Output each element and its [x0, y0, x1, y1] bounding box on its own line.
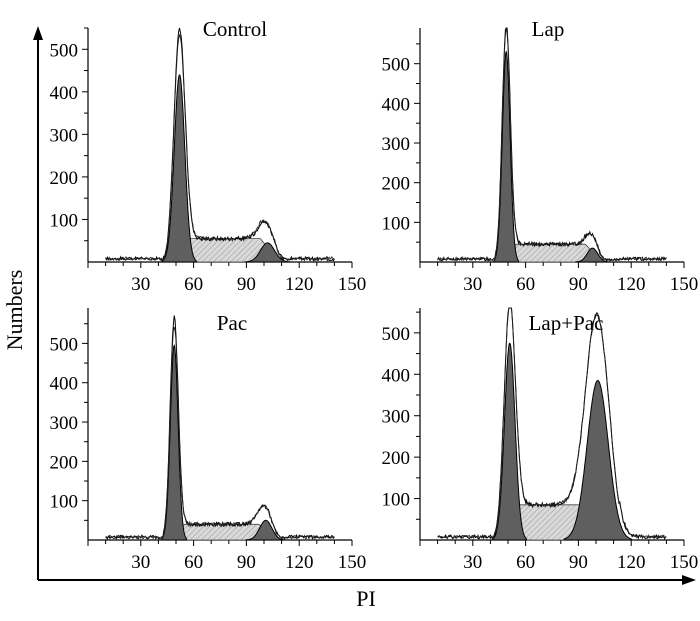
y-tick-label: 300: [50, 125, 79, 146]
fit-trace: [437, 28, 667, 262]
g2-peak-area: [244, 242, 292, 263]
y-tick-label: 500: [50, 40, 79, 61]
y-tick-label: 400: [50, 374, 79, 395]
y-tick-label: 200: [382, 448, 411, 469]
y-tick-label: 300: [382, 407, 411, 428]
x-tick-label: 60: [184, 274, 203, 295]
x-tick-label: 120: [285, 552, 314, 573]
histogram-panels: 30 60 90 120 150 100 200 300 400 500 Control 30 60 90…: [50, 17, 699, 573]
g1-peak-area: [492, 342, 528, 541]
panel-title: Lap: [532, 17, 565, 41]
raw-data-trace: [105, 315, 335, 541]
x-tick-label: 60: [184, 552, 203, 573]
y-tick-label: 100: [50, 210, 79, 231]
y-tick-label: 400: [382, 365, 411, 386]
global-x-axis-title: PI: [356, 586, 376, 611]
y-tick-label: 100: [382, 490, 411, 511]
x-tick-label: 30: [131, 552, 150, 573]
y-tick-label: 500: [50, 334, 79, 355]
x-tick-label: 90: [569, 552, 588, 573]
y-tick-label: 300: [382, 134, 411, 155]
global-axes: Numbers PI: [2, 26, 696, 611]
x-tick-label: 150: [670, 274, 699, 295]
y-tick-label: 100: [382, 213, 411, 234]
x-tick-label: 120: [617, 274, 646, 295]
x-tick-label: 120: [617, 552, 646, 573]
g2-peak-area: [563, 379, 633, 541]
g2-peak-area: [245, 519, 286, 541]
panel-title: Pac: [217, 311, 247, 335]
y-tick-label: 200: [382, 174, 411, 195]
panel-title: Control: [203, 17, 267, 41]
y-tick-label: 100: [50, 492, 79, 513]
x-tick-label: 150: [338, 274, 367, 295]
x-tick-label: 90: [237, 552, 256, 573]
g2-peak-area: [575, 247, 610, 263]
x-tick-label: 90: [569, 274, 588, 295]
g1-peak-area: [493, 50, 520, 263]
y-tick-label: 400: [382, 94, 411, 115]
histogram-panel-2: 30 60 90 120 150 100 200 300 400 500 Lap: [382, 17, 699, 295]
x-tick-label: 30: [131, 274, 150, 295]
g1-peak-area: [162, 74, 198, 263]
raw-data-trace: [105, 27, 335, 262]
raw-data-trace: [437, 27, 667, 262]
y-tick-label: 200: [50, 452, 79, 473]
histogram-panel-3: 30 60 90 120 150 100 200 300 400 500 Pac: [50, 308, 367, 573]
y-tick-label: 500: [382, 324, 411, 345]
histogram-panel-1: 30 60 90 120 150 100 200 300 400 500 Control: [50, 17, 367, 295]
global-y-axis-title: Numbers: [2, 270, 27, 351]
fit-trace: [437, 307, 667, 541]
g1-peak-area: [161, 344, 188, 541]
global-x-axis-arrow: [682, 575, 696, 585]
y-tick-label: 300: [50, 413, 79, 434]
x-tick-label: 30: [463, 552, 482, 573]
raw-data-trace: [437, 307, 667, 540]
panel-title: Lap+Pac: [529, 311, 604, 335]
x-tick-label: 150: [670, 552, 699, 573]
y-tick-label: 400: [50, 83, 79, 104]
y-tick-label: 500: [382, 55, 411, 76]
x-tick-label: 150: [338, 552, 367, 573]
x-tick-label: 90: [237, 274, 256, 295]
x-tick-label: 60: [516, 274, 535, 295]
histogram-panel-4: 30 60 90 120 150 100 200 300 400 500 Lap+Pac: [382, 307, 699, 573]
fit-trace: [105, 34, 335, 262]
x-tick-label: 60: [516, 552, 535, 573]
global-y-axis-arrow: [33, 26, 43, 40]
y-tick-label: 200: [50, 168, 79, 189]
fit-trace: [105, 326, 335, 541]
x-tick-label: 30: [463, 274, 482, 295]
x-tick-label: 120: [285, 274, 314, 295]
